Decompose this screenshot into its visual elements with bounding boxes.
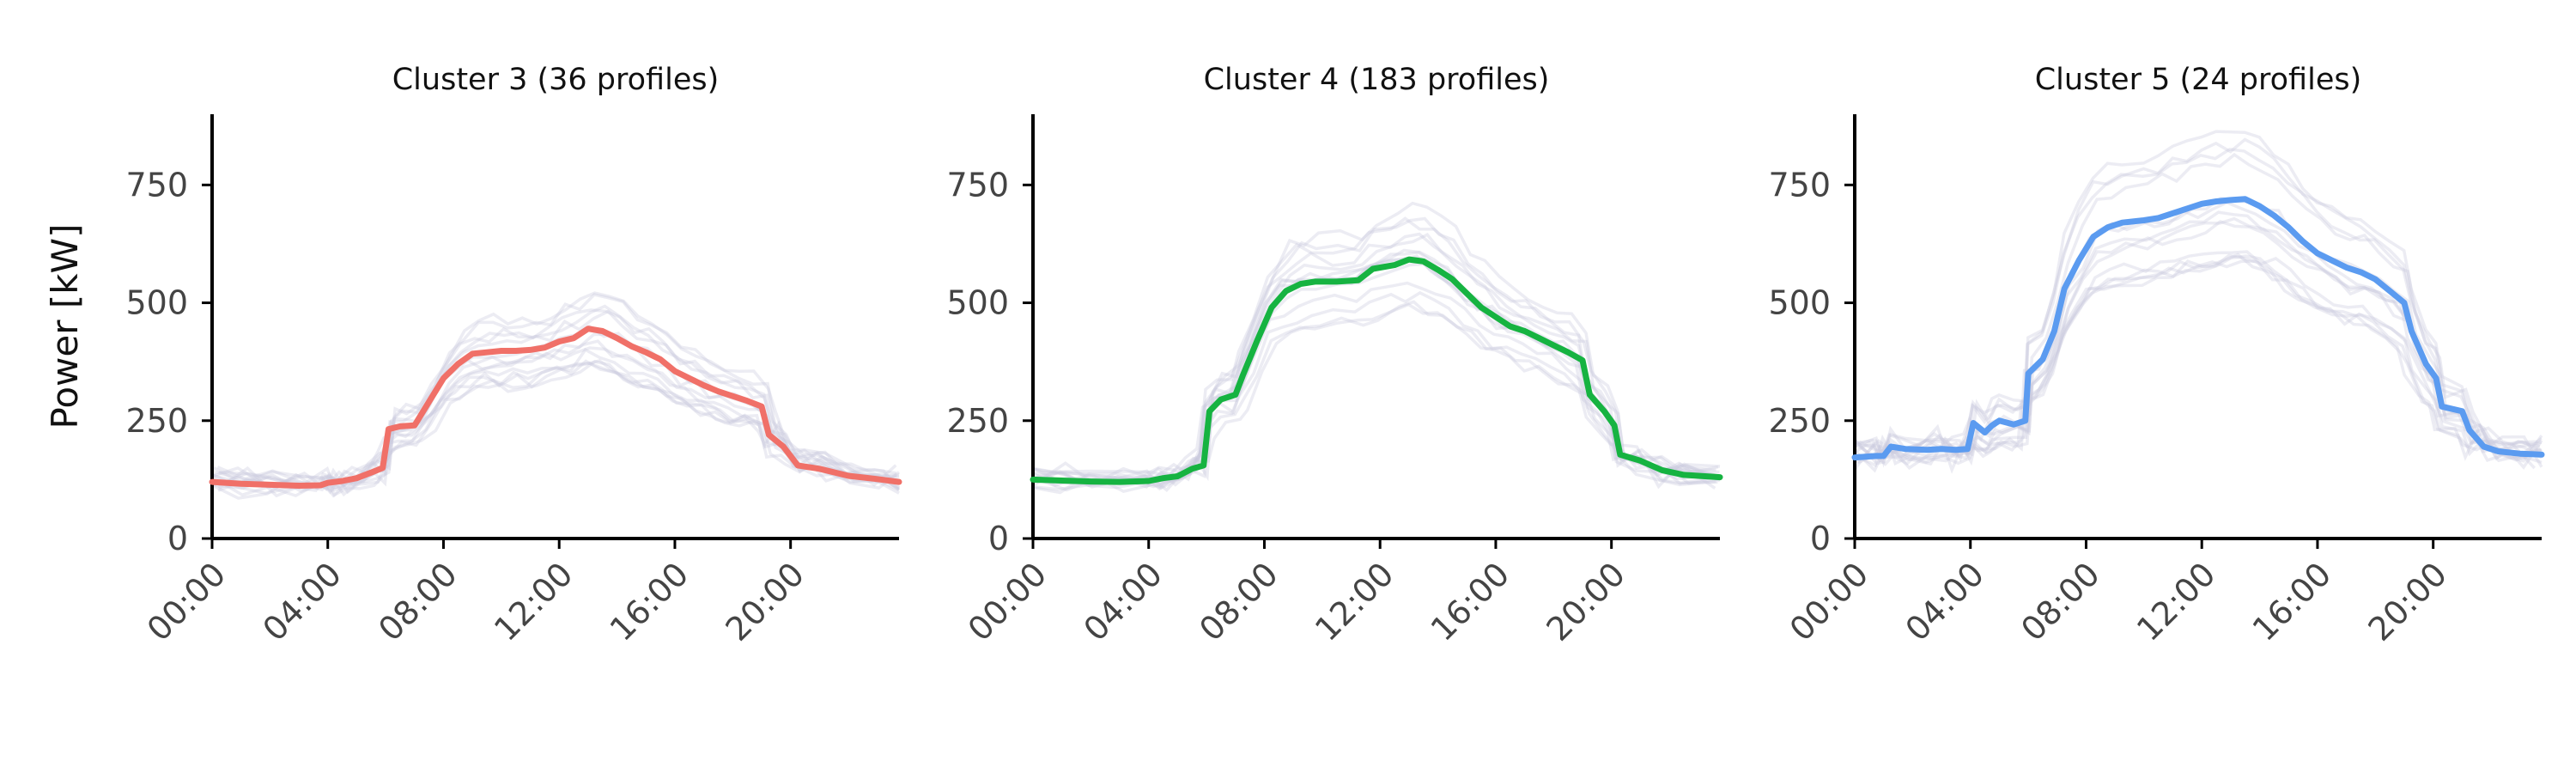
x-tick-label: 12:00 [487,555,580,648]
background-profile-line [211,358,897,498]
y-tick-label: 750 [1768,166,1831,204]
x-tick-label: 00:00 [1783,555,1876,648]
y-tick-label: 500 [125,284,188,322]
x-tick-label: 20:00 [2360,555,2454,648]
x-tick-label: 04:00 [256,555,349,648]
x-tick-label: 12:00 [2129,555,2223,648]
cluster-mean-profile-line [209,326,902,489]
y-tick-label: 500 [946,284,1009,322]
background-profile-line [1854,147,2542,468]
background-profile-line [1036,233,1721,494]
cluster-mean-profile-line [1030,256,1723,485]
chart-panel-cluster-3: Cluster 3 (36 profiles) 0 250 500 750 00:00 04… [125,63,902,648]
chart-panel-cluster-5: Cluster 5 (24 profiles) 0 250 500 750 00:00 04… [1768,63,2545,648]
background-profile-line [1036,201,1721,493]
x-tick-label: 08:00 [2014,555,2107,648]
background-profile-line [217,293,901,492]
background-profile-line [1854,130,2543,468]
x-tick-label: 08:00 [371,555,465,648]
background-profile-line [211,339,895,495]
background-profile-line [1032,281,1719,495]
y-tick-label: 250 [125,402,188,440]
background-profile-line [1856,250,2543,466]
background-profile-line [1032,290,1717,491]
background-profile-line [1032,302,1720,484]
y-tick-label: 750 [946,166,1009,204]
chart-title: Cluster 5 (24 profiles) [2035,63,2362,97]
background-profile-line [1858,197,2543,466]
background-profile-line [217,291,901,498]
x-tick-label: 00:00 [961,555,1054,648]
x-tick-label: 20:00 [1539,555,1632,648]
y-axis-label: Power [kW] [44,224,86,429]
background-profile-line [1857,216,2543,466]
background-profile-line [214,308,900,492]
x-tick-label: 08:00 [1192,555,1285,648]
x-tick-label: 04:00 [1899,555,1992,648]
x-tick-label: 20:00 [718,555,811,648]
background-profile-line [1034,216,1721,489]
background-profile-line [1032,254,1714,488]
y-tick-label: 500 [1768,284,1831,322]
background-profile-line [1032,248,1716,490]
x-tick-label: 16:00 [603,555,696,648]
x-tick-label: 00:00 [140,555,234,648]
chart-title: Cluster 4 (183 profiles) [1204,63,1550,97]
y-tick-label: 250 [1768,402,1831,440]
y-tick-label: 0 [988,520,1009,557]
x-tick-label: 04:00 [1077,555,1170,648]
chart-title: Cluster 3 (36 profiles) [392,63,720,97]
x-tick-label: 16:00 [1424,555,1517,648]
y-tick-label: 250 [946,402,1009,440]
y-tick-label: 0 [167,520,188,557]
background-profile-line [216,309,900,495]
y-tick-label: 750 [125,166,188,204]
background-profile-line [1037,300,1721,492]
x-tick-label: 12:00 [1308,555,1401,648]
background-profile-line [213,362,901,497]
x-tick-label: 16:00 [2245,555,2339,648]
cluster-mean-profile-line [1851,196,2545,461]
background-profile-line [1854,200,2539,463]
background-profile-line [1854,254,2543,466]
y-tick-label: 0 [1810,520,1831,557]
